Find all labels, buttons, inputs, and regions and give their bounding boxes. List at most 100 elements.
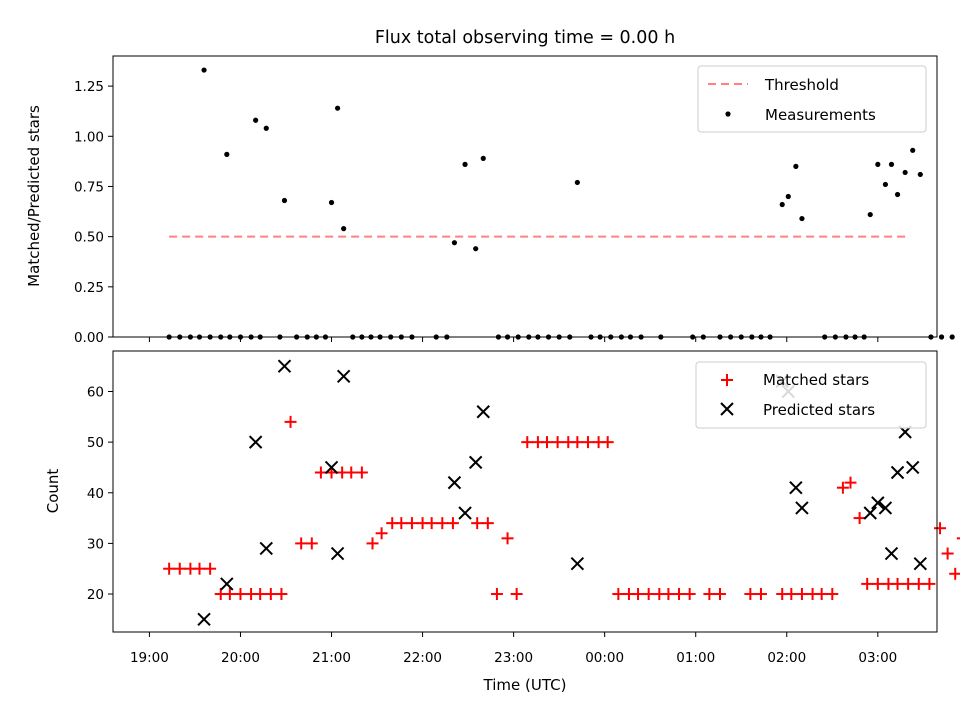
top-y-tick-label: 0.75 [74,179,104,195]
matched-star-marker [501,532,514,545]
matched-star-marker [481,517,494,530]
matched-star-marker [683,588,696,601]
matched-star-marker [284,415,297,428]
top-y-tick-label: 0.25 [74,280,104,296]
predicted-star-marker [871,496,885,510]
measurement-point [888,161,895,167]
matched-star-marker [891,577,904,590]
legend-measurements-label: Measurements [765,106,876,124]
bottom-y-tick-label: 30 [87,536,104,552]
x-tick-label: 23:00 [494,650,533,666]
x-tick-label: 22:00 [403,650,442,666]
bottom-x-label: Time (UTC) [483,676,567,694]
matched-star-marker [425,517,438,530]
x-tick-label: 20:00 [221,650,260,666]
legend-matched-swatch [721,374,733,386]
bottom-y-label: Count [44,469,62,514]
matched-star-marker [223,588,236,601]
matched-star-marker [632,588,645,601]
matched-star-marker [510,588,523,601]
top-y-tick-label: 0.00 [74,330,104,346]
matched-star-marker [521,436,534,449]
matched-star-marker [275,588,288,601]
bottom-x-axis: 19:00 20:00 21:00 22:00 23:00 00:00 01:00 02:00… [130,632,897,666]
predicted-star-marker [197,612,211,627]
matched-star-marker [601,436,614,449]
bottom-legend: Matched stars Predicted stars [695,361,927,429]
measurement-point [224,151,230,157]
measurement-point [263,125,269,131]
measurement-point [917,171,923,178]
matched-star-marker [871,577,884,590]
matched-star-marker [612,588,625,601]
measurement-point [902,169,908,176]
predicted-star-marker [259,541,273,556]
matched-star-marker [923,577,936,590]
x-tick-label: 19:00 [130,650,169,666]
matched-star-marker [853,512,866,525]
matched-star-marker [264,588,277,601]
top-y-tick-label: 0.50 [74,230,104,246]
predicted-star-marker [336,369,351,384]
measurement-point [451,240,458,246]
matched-star-marker [471,517,484,530]
predicted-star-marker [795,501,809,515]
matched-star-marker [934,522,947,535]
bottom-panel: 20 30 40 50 60 19:00 20:00 21:00 22:00 23:00 00:0… [44,350,960,694]
matched-star-marker [446,517,459,530]
legend-predicted-swatch [720,402,734,416]
matched-star-marker [844,476,857,489]
bottom-plot-frame [112,350,938,633]
predicted-star-marker [863,506,877,520]
matched-star-marker [204,562,217,575]
matched-star-marker [949,567,960,580]
predicted-star-marker [789,480,803,495]
measurement-point [281,197,288,204]
bottom-y-tick-label: 60 [87,385,104,401]
top-y-axis: 0.00 0.25 0.50 0.75 1.00 1.25 [74,79,113,346]
top-y-tick-label: 1.25 [74,79,104,95]
measurement-point [799,215,805,222]
predicted-star-marker [906,460,920,475]
predicted-star-marker [468,455,483,470]
measurement-point [473,246,479,252]
matched-star-marker [902,577,915,590]
measurement-point [201,67,207,73]
top-y-tick-label: 1.00 [74,129,104,145]
matched-star-marker [173,562,186,575]
matched-star-marker [744,588,757,601]
bottom-y-tick-label: 50 [87,435,104,451]
matched-star-marker [193,562,206,575]
matched-star-marker [490,588,503,601]
predicted-star-marker [884,546,899,561]
matched-star-marker [375,527,388,540]
matched-star-marker [642,588,655,601]
legend-matched-label: Matched stars [763,371,869,389]
top-plot-frame [112,55,938,338]
matched-star-marker [163,562,176,575]
matched-star-marker [826,588,839,601]
matched-star-marker [815,588,828,601]
matched-star-marker [305,537,318,550]
predicted-star-marker [570,556,585,571]
matched-star-marker [956,537,960,540]
measurement-point [875,161,881,167]
matched-star-marker [785,588,798,601]
predicted-star-marker [220,577,234,591]
measurement-point [462,161,468,167]
top-legend-box [697,65,927,133]
matched-star-marker [754,588,767,601]
matched-star-marker [295,537,308,550]
measurement-point [882,181,889,188]
matched-star-marker [254,588,267,601]
predicted-star-marker [447,475,462,490]
matched-star-marker [314,466,327,479]
matched-star-marker [713,588,726,601]
x-tick-label: 03:00 [858,650,897,666]
bottom-legend-box [695,361,927,429]
x-tick-label: 02:00 [767,650,806,666]
predicted-star-marker [476,405,490,419]
matched-star-marker [355,466,368,479]
matched-star-marker [703,588,716,601]
measurement-point [779,201,785,208]
